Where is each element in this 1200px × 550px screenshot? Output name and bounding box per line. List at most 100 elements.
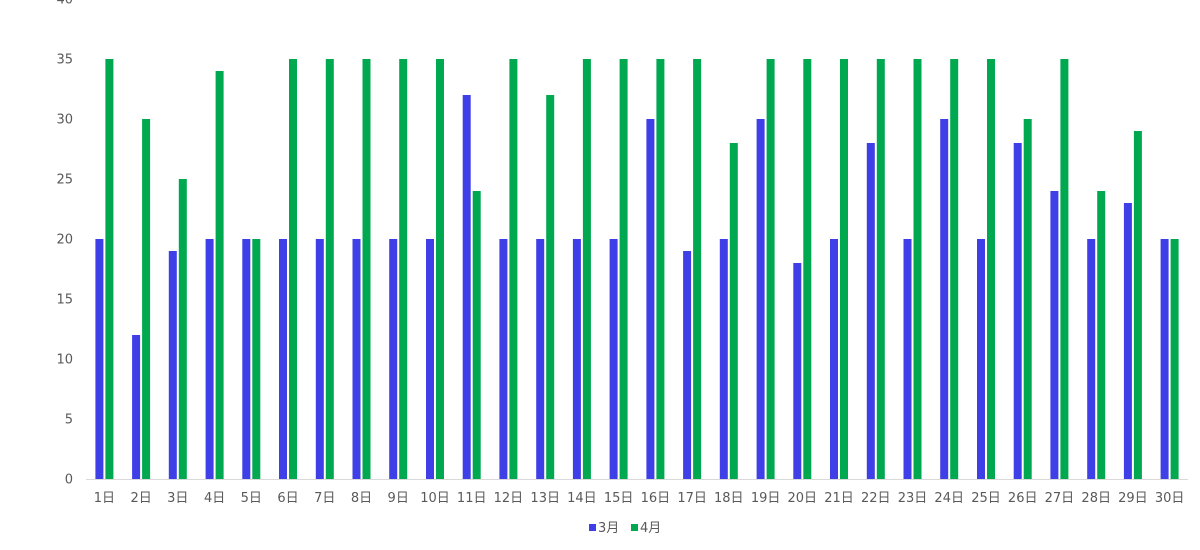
x-tick-label: 7日 <box>314 491 335 506</box>
bar-series-1 <box>756 119 765 479</box>
bar-series-2 <box>142 119 151 479</box>
y-tick-label: 0 <box>65 473 73 488</box>
bar-series-2 <box>1133 131 1142 479</box>
bar-series-1 <box>426 239 434 479</box>
bars-group <box>95 59 1179 479</box>
bar-series-2 <box>913 59 922 479</box>
bar-series-2 <box>509 59 518 479</box>
legend-label: 3月 <box>598 521 619 536</box>
bar-series-2 <box>729 143 738 479</box>
x-tick-label: 8日 <box>351 491 372 506</box>
bar-series-2 <box>1023 119 1032 479</box>
x-tick-label: 6日 <box>277 491 298 506</box>
bar-series-1 <box>683 251 692 479</box>
x-tick-label: 20日 <box>788 491 818 506</box>
y-tick-label: 20 <box>56 233 73 248</box>
bar-series-1 <box>95 239 104 479</box>
bar-series-1 <box>903 239 912 479</box>
bar-series-1 <box>719 239 728 479</box>
bar-series-2 <box>950 59 959 479</box>
bar-series-1 <box>1087 239 1096 479</box>
x-tick-label: 24日 <box>934 491 964 506</box>
x-tick-label: 5日 <box>241 491 262 506</box>
bar-series-2 <box>840 59 848 479</box>
bar-series-1 <box>352 239 361 479</box>
x-tick-label: 23日 <box>898 491 928 506</box>
bar-series-2 <box>582 59 591 479</box>
x-tick-label: 22日 <box>861 491 891 506</box>
bar-series-2 <box>876 59 885 479</box>
x-tick-label: 19日 <box>751 491 781 506</box>
x-tick-label: 11日 <box>457 491 487 506</box>
x-tick-label: 25日 <box>971 491 1001 506</box>
bar-series-2 <box>1060 59 1069 479</box>
bar-series-1 <box>499 239 508 479</box>
bar-series-1 <box>1123 203 1132 479</box>
y-tick-label: 10 <box>56 353 73 368</box>
bar-series-1 <box>609 239 618 479</box>
x-tick-label: 17日 <box>677 491 707 506</box>
bar-series-1 <box>205 239 214 479</box>
bar-series-2 <box>803 59 812 479</box>
legend-swatch <box>589 524 596 531</box>
legend-swatch <box>631 524 638 531</box>
x-tick-label: 9日 <box>388 491 409 506</box>
bar-series-1 <box>132 335 141 479</box>
legend: 3月 4月 <box>589 521 661 536</box>
x-tick-label: 26日 <box>1008 491 1038 506</box>
bar-series-1 <box>462 95 471 479</box>
bar-series-2 <box>1097 191 1106 479</box>
bar-series-2 <box>105 59 114 479</box>
bar-series-1 <box>1013 143 1022 479</box>
bar-series-1 <box>646 119 655 479</box>
x-tick-label: 16日 <box>641 491 671 506</box>
x-tick-label: 29日 <box>1118 491 1148 506</box>
bar-series-2 <box>1170 239 1179 479</box>
bar-series-2 <box>656 59 665 479</box>
bar-series-2 <box>987 59 995 479</box>
bar-series-2 <box>178 179 187 479</box>
x-tick-label: 13日 <box>530 491 560 506</box>
bar-series-2 <box>546 95 555 479</box>
bar-series-2 <box>289 59 297 479</box>
bar-series-1 <box>1160 239 1169 479</box>
bar-series-1 <box>536 239 545 479</box>
x-tick-label: 18日 <box>714 491 744 506</box>
x-tick-label: 4日 <box>204 491 225 506</box>
y-tick-label: 5 <box>65 413 73 428</box>
x-tick-label: 12日 <box>494 491 524 506</box>
bar-series-2 <box>215 71 224 479</box>
x-tick-label: 2日 <box>130 491 151 506</box>
y-tick-label: 35 <box>56 53 73 68</box>
bar-series-2 <box>436 59 444 479</box>
x-tick-label: 15日 <box>604 491 634 506</box>
bar-series-1 <box>940 119 949 479</box>
y-axis: 0 5 10 15 20 25 30 35 40 <box>56 0 73 488</box>
bar-series-1 <box>977 239 985 479</box>
bar-series-2 <box>325 59 334 479</box>
bar-series-2 <box>362 59 371 479</box>
bar-series-2 <box>619 59 628 479</box>
bar-series-1 <box>793 263 802 479</box>
bar-series-1 <box>279 239 287 479</box>
y-tick-label: 30 <box>56 113 73 128</box>
bar-series-2 <box>399 59 408 479</box>
bar-series-1 <box>830 239 838 479</box>
bar-series-2 <box>693 59 702 479</box>
bar-series-1 <box>866 143 875 479</box>
x-tick-label: 30日 <box>1155 491 1185 506</box>
bar-series-1 <box>572 239 581 479</box>
x-tick-label: 1日 <box>94 491 115 506</box>
y-tick-label: 15 <box>56 293 73 308</box>
x-tick-label: 14日 <box>567 491 597 506</box>
bar-series-2 <box>766 59 775 479</box>
x-tick-label: 3日 <box>167 491 188 506</box>
bar-series-1 <box>315 239 324 479</box>
x-tick-label: 10日 <box>420 491 450 506</box>
bar-series-2 <box>472 191 481 479</box>
x-axis: 1日 2日 3日 4日 5日 6日 7日 8日 9日 10日 11日 12日 13日 14日 15日 16日 1… <box>94 491 1185 506</box>
bar-series-1 <box>389 239 398 479</box>
bar-series-1 <box>168 251 177 479</box>
x-tick-label: 27日 <box>1045 491 1075 506</box>
